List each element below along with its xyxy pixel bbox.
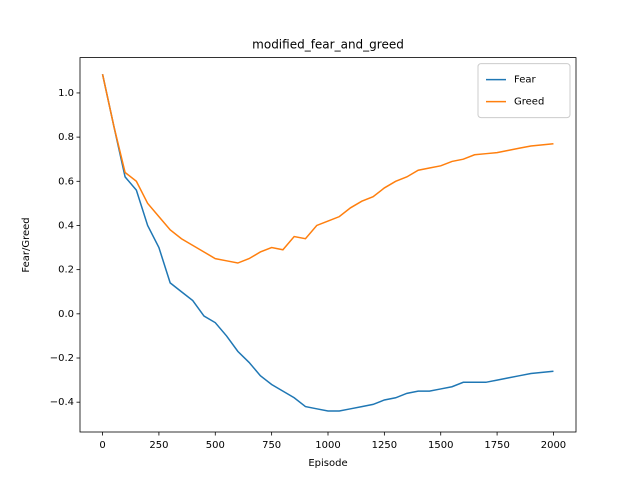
- x-tick-label: 250: [149, 440, 168, 451]
- y-tick-label: 0.4: [58, 220, 74, 231]
- x-tick-label: 0: [99, 440, 105, 451]
- x-tick-label: 2000: [541, 440, 566, 451]
- y-axis-label: Fear/Greed: [21, 217, 32, 272]
- x-tick-label: 750: [262, 440, 281, 451]
- y-tick-label: 0.0: [58, 309, 74, 320]
- y-tick-label: −0.4: [50, 397, 74, 408]
- x-tick-label: 1000: [315, 440, 340, 451]
- axes-frame: [79, 57, 577, 433]
- chart-title: modified_fear_and_greed: [252, 38, 404, 52]
- y-tick-label: 0.2: [58, 265, 74, 276]
- x-axis-label: Episode: [308, 458, 347, 469]
- x-tick-label: 500: [206, 440, 225, 451]
- y-tick-label: 0.6: [58, 176, 74, 187]
- y-tick-label: 1.0: [58, 88, 74, 99]
- legend-label: Fear: [514, 75, 536, 86]
- x-tick-label: 1500: [428, 440, 453, 451]
- legend-box: [477, 63, 571, 119]
- y-tick-label: −0.2: [50, 353, 74, 364]
- line-series: [101, 74, 554, 264]
- line-series: [101, 74, 554, 412]
- x-tick-label: 1250: [372, 440, 397, 451]
- legend-label: Greed: [514, 97, 544, 108]
- x-tick-label: 1750: [484, 440, 509, 451]
- y-tick-label: 0.8: [58, 132, 74, 143]
